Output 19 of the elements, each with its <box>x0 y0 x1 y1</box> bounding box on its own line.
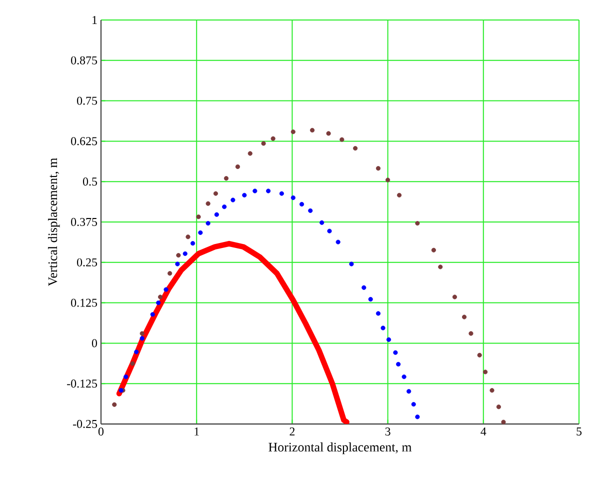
y-axis-title: Vertical displacement, m <box>48 158 60 286</box>
y-tick-label: 1 <box>92 16 97 24</box>
y-tick-label: 0.875 <box>71 56 98 64</box>
x-tick-label: 4 <box>480 428 486 436</box>
y-tick-label: 0.375 <box>71 218 98 226</box>
y-tick-label: -0.25 <box>73 420 98 428</box>
y-tick-label: 0.75 <box>77 96 98 105</box>
x-tick-label: 0 <box>98 428 104 436</box>
y-tick-label: 0.625 <box>71 137 98 146</box>
x-tick-label: 3 <box>385 428 390 436</box>
x-tick-label: 5 <box>576 428 582 436</box>
y-tick-label: 0.25 <box>77 258 98 266</box>
x-axis-title: Horizontal displacement, m <box>268 442 412 454</box>
y-tick-label: 0 <box>92 339 98 348</box>
x-tick-label: 2 <box>290 428 295 436</box>
x-tick-label: 1 <box>194 428 199 436</box>
y-tick-label: 0.125 <box>71 298 98 307</box>
y-tick-label: -0.125 <box>67 380 98 388</box>
y-tick-label: 0.5 <box>82 178 98 186</box>
